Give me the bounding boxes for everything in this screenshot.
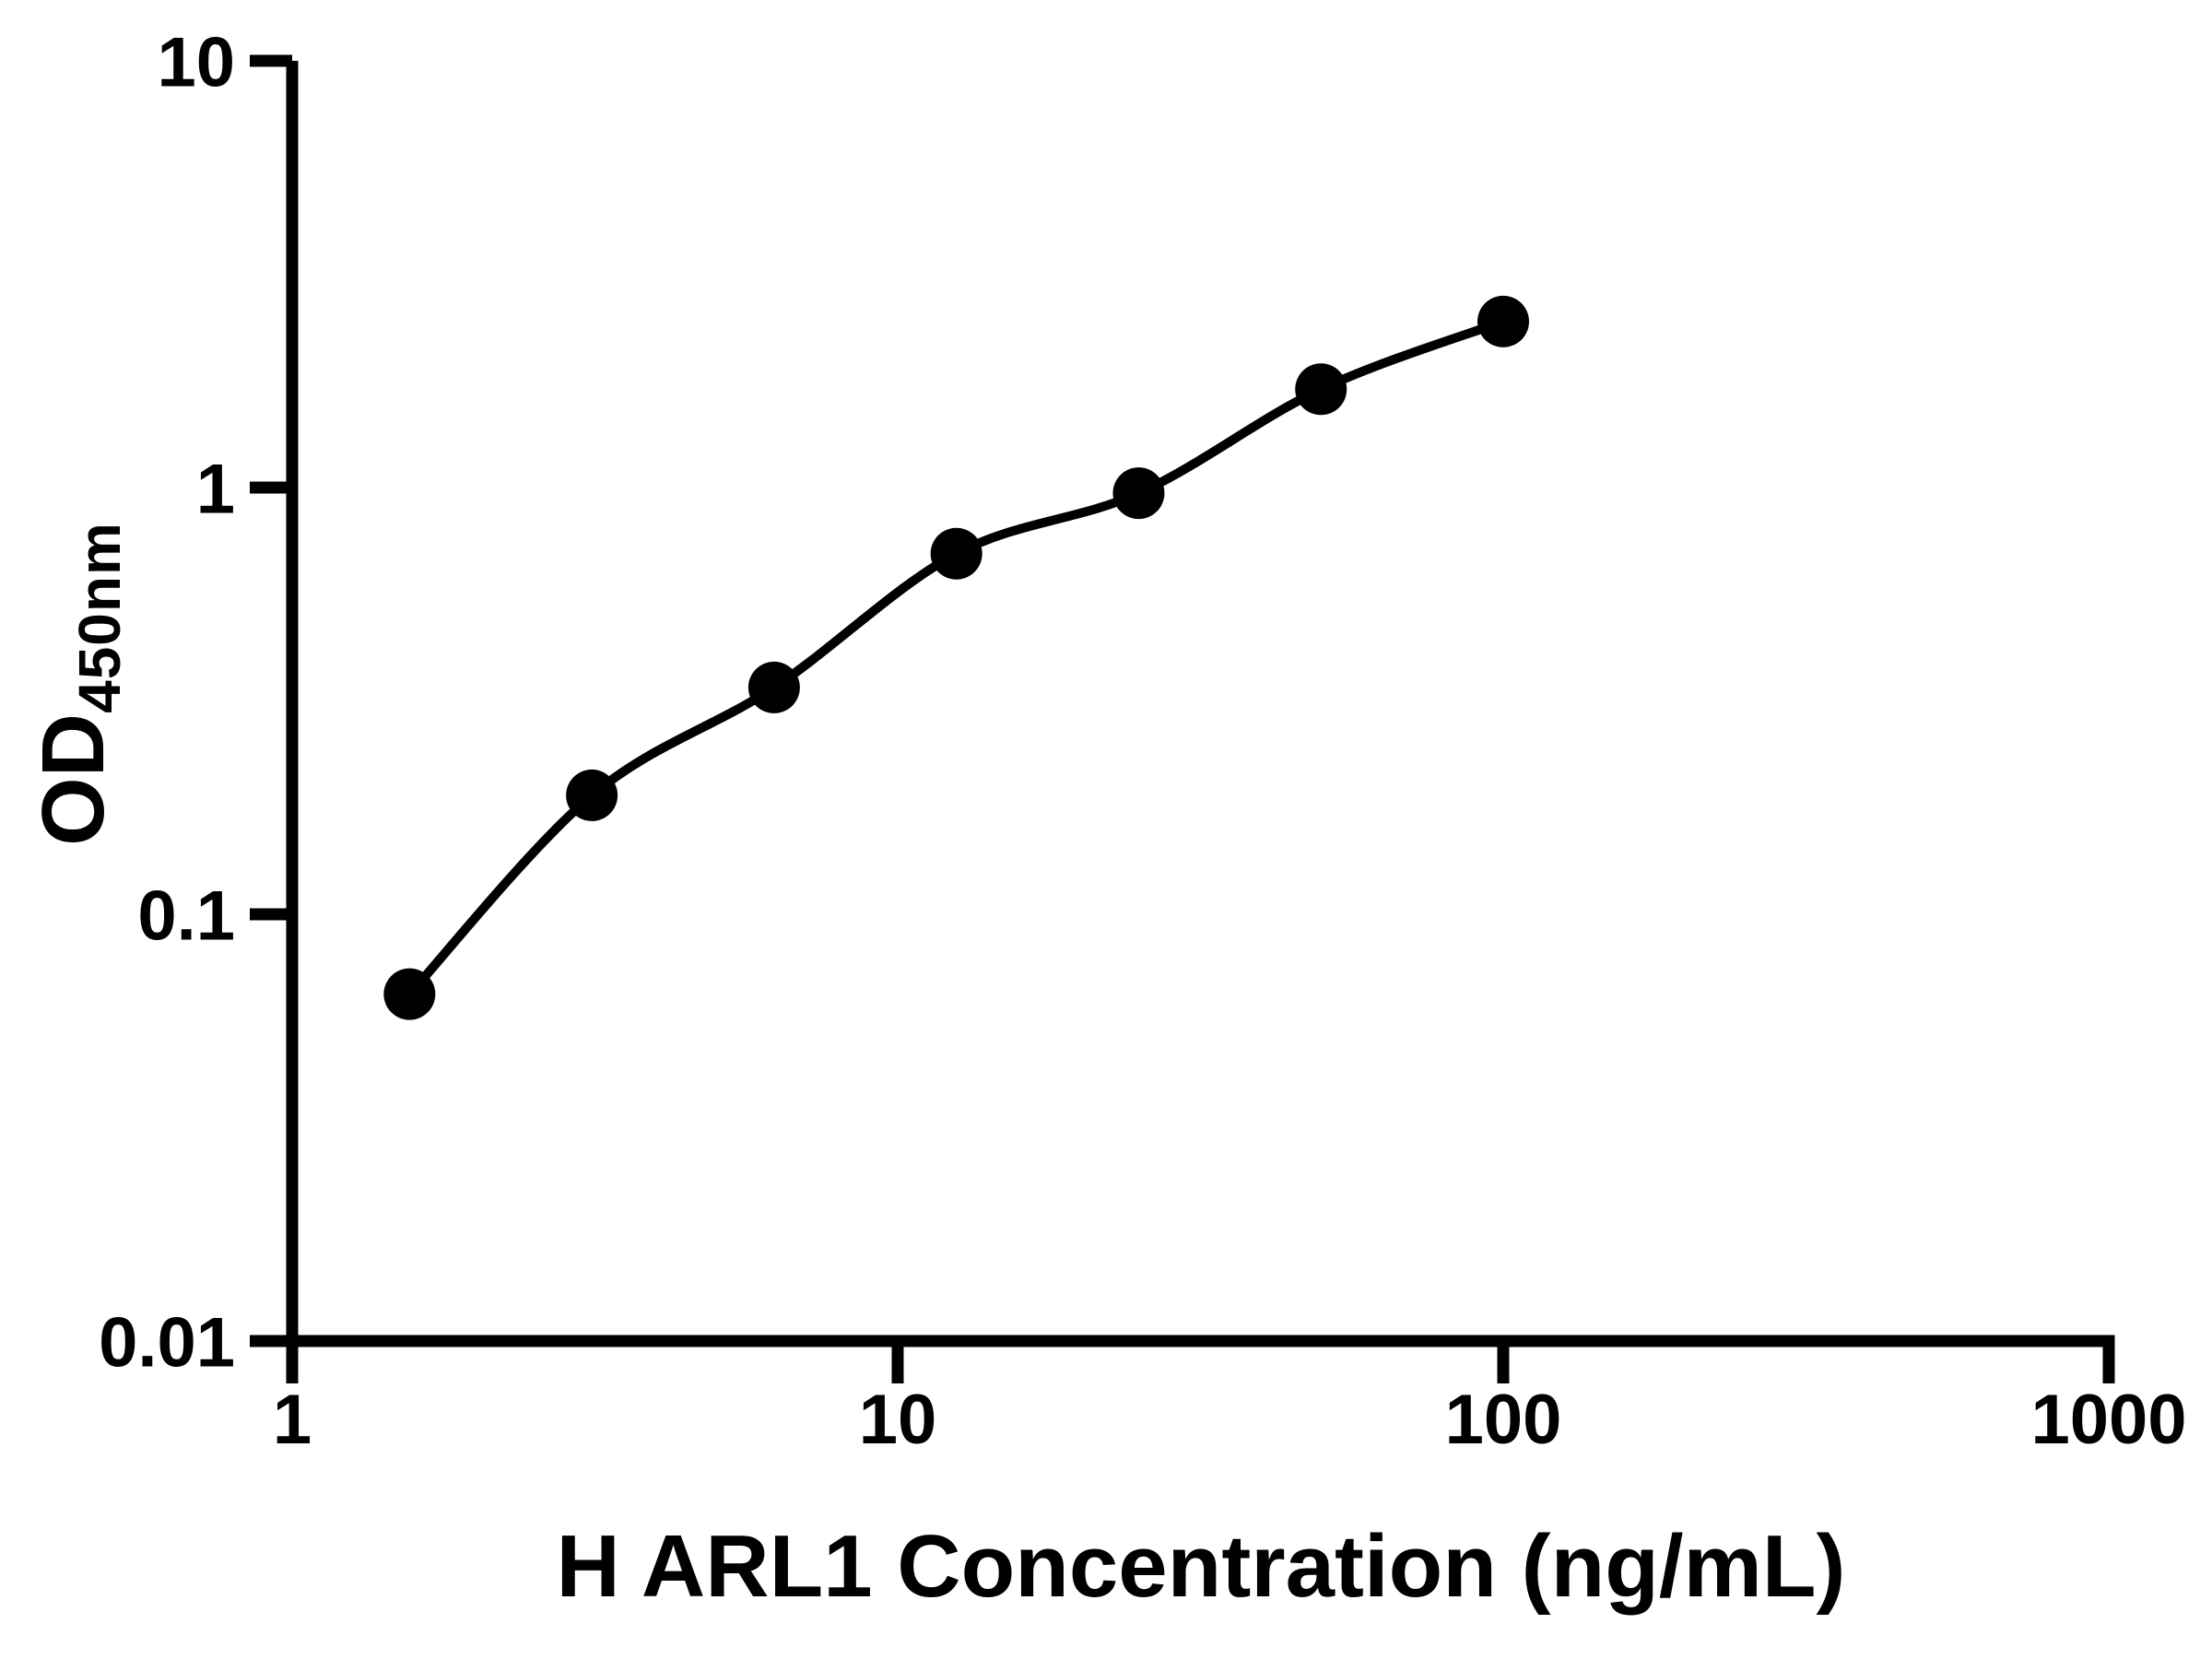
data-point	[747, 661, 800, 713]
x-axis-title: H ARL1 Concentration (ng/mL)	[292, 1523, 2110, 1611]
y-axis-title-subscript: 450nm	[66, 522, 133, 713]
y-axis-title: OD450nm	[9, 223, 138, 1145]
y-axis-title-main: OD	[24, 712, 123, 846]
x-tick-label: 1000	[2030, 1381, 2186, 1459]
data-point	[383, 968, 436, 1020]
fit-curve	[405, 316, 1508, 999]
y-tick-label: 10	[157, 23, 235, 101]
data-point	[566, 769, 618, 821]
y-tick-label: 1	[196, 450, 235, 528]
data-point	[930, 527, 982, 580]
y-tick-label: 0.1	[137, 877, 235, 955]
data-point	[1112, 467, 1165, 520]
data-point	[1477, 295, 1529, 347]
data-point	[1295, 363, 1347, 416]
x-tick-label: 100	[1445, 1381, 1562, 1459]
x-tick-label: 10	[859, 1381, 937, 1459]
x-axis-title-text: H ARL1 Concentration (ng/mL)	[556, 1517, 1846, 1616]
x-tick-label: 1	[273, 1381, 312, 1459]
y-tick-label: 0.01	[99, 1303, 235, 1382]
